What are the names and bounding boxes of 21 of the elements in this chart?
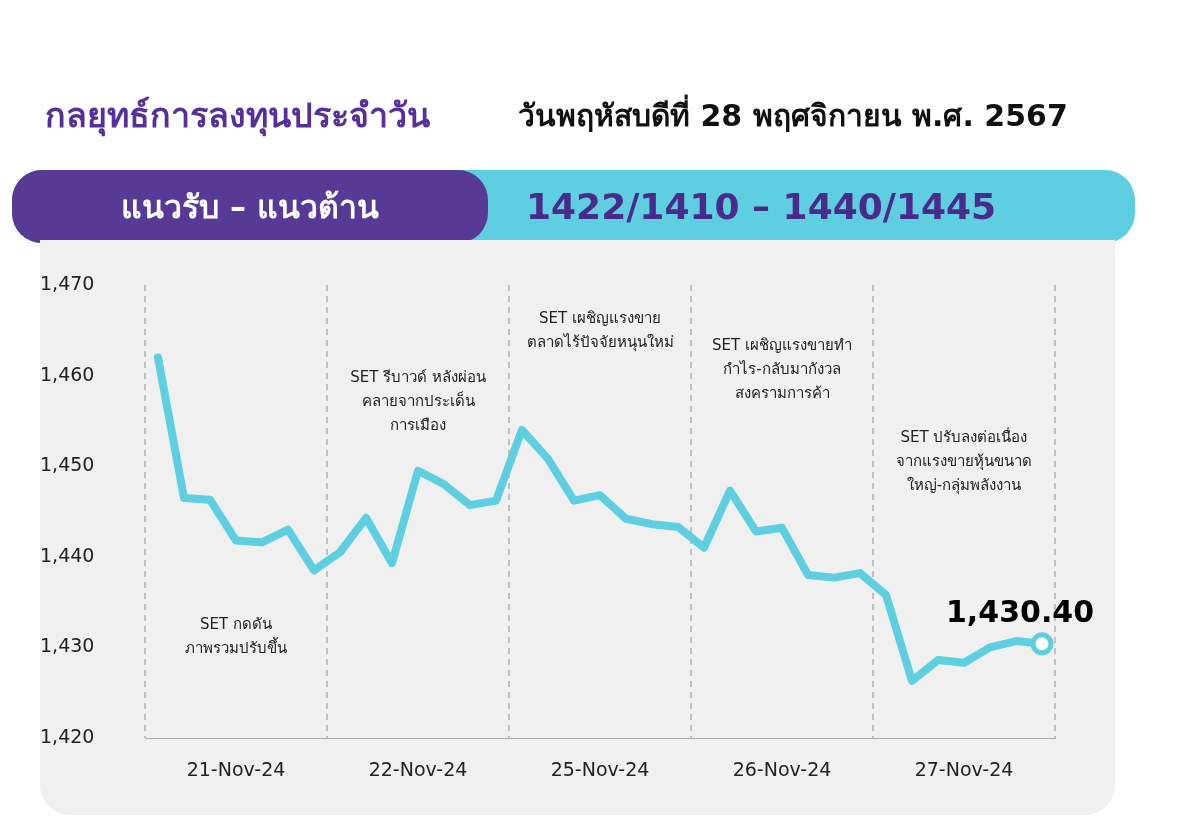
x-tick-label: 22-Nov-24 <box>368 758 468 781</box>
y-tick-label: 1,460 <box>40 362 95 385</box>
text: แนวรับ – แนวต้าน <box>12 170 488 243</box>
chart-title: กลยุทธ์การลงทุนประจำวัน <box>45 94 430 139</box>
x-tick-label: 27-Nov-24 <box>914 758 1014 781</box>
x-tick-label: 21-Nov-24 <box>186 758 286 781</box>
y-tick-label: 1,420 <box>40 724 95 747</box>
annotation: SET เผชิญแรงขายทำ กำไร-กลับมากังวล สงครามการค้า <box>712 335 852 402</box>
x-tick-label: 26-Nov-24 <box>732 758 832 781</box>
y-tick-label: 1,450 <box>40 453 95 476</box>
annotation: SET รีบาวด์ หลังผ่อน คลายจากประเด็น การเมือง <box>350 367 486 434</box>
annotation: SET เผชิญแรงขาย ตลาดไร้ปัจจัยหนุนใหม่ <box>526 308 674 352</box>
chart-subtitle: วันพฤหัสบดีที่ 28 พฤศจิกายน พ.ศ. 2567 <box>518 93 1068 135</box>
annotation: SET ปรับลงต่อเนื่อง จากแรงขายหุ้นขนาด ใหญ่-กลุ่มพลังงาน <box>896 425 1032 495</box>
x-tick-label: 25-Nov-24 <box>550 758 650 781</box>
data-label: 1,430.40 <box>945 593 1095 629</box>
annotation: SET กดดัน ภาพรวมปรับขึ้น <box>185 614 287 657</box>
y-tick-label: 1,470 <box>40 271 95 294</box>
text: 1422/1410 – 1440/1445 <box>526 186 997 227</box>
y-tick-label: 1,430 <box>40 634 95 657</box>
y-tick-label: 1,440 <box>40 543 95 566</box>
